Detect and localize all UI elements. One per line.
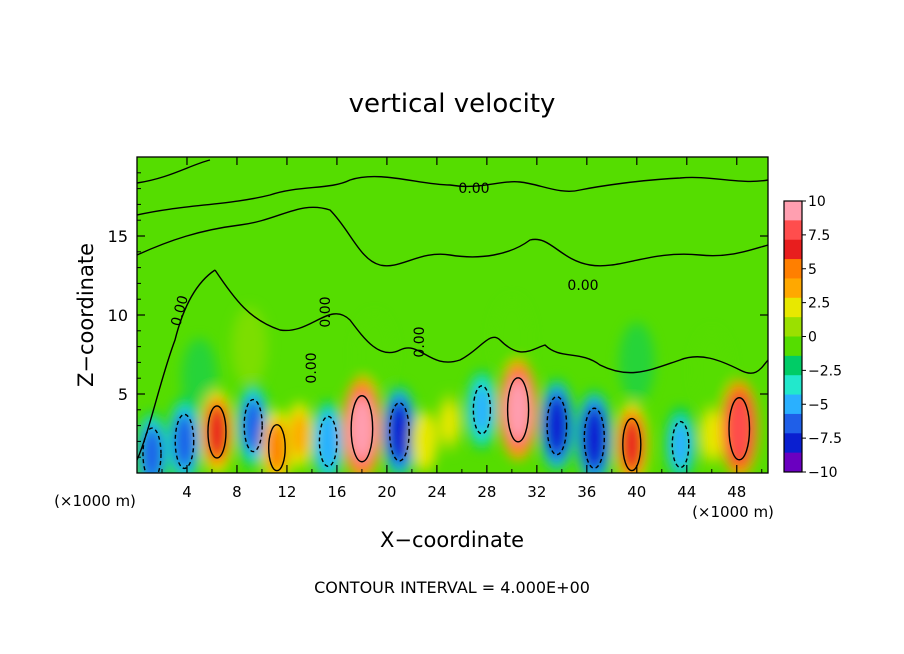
colorbar-swatch [784, 355, 802, 376]
colorbar-swatch [784, 452, 802, 473]
colorbar-swatch [784, 336, 802, 357]
x-tick-label: 4 [182, 483, 192, 501]
heatmap-cell [665, 406, 696, 473]
colorbar-tick-label: 10 [808, 194, 826, 210]
y-tick-label: 15 [108, 227, 128, 246]
background-cell [693, 330, 730, 411]
background-cell [356, 314, 393, 395]
x-tick-label: 8 [232, 483, 242, 501]
colorbar-swatch [784, 433, 802, 454]
x-tick-label: 44 [677, 483, 696, 501]
heatmap-cell [720, 379, 759, 473]
contour-line [622, 417, 642, 472]
heatmap-cell [200, 389, 234, 473]
colorbar-swatch [784, 317, 802, 337]
colorbar-tick-label: 0 [808, 330, 817, 346]
contour-line [671, 420, 690, 469]
contour-label: 0.00 [567, 278, 598, 294]
x-tick-label: 40 [627, 483, 646, 501]
colorbar-swatch [784, 239, 802, 260]
colorbar-swatch [784, 259, 802, 279]
colorbar-swatch [784, 220, 802, 241]
contour-label: 0.00 [458, 181, 489, 197]
colorbar-tick-label: −10 [808, 465, 838, 481]
plot-area: 0.00 0.00 0.00 0.00 0.00 0.00 [137, 157, 768, 473]
x-tick-label: 20 [377, 483, 396, 501]
contour-line [318, 415, 338, 468]
heatmap-cell [311, 400, 345, 473]
x-axis-label: X−coordinate [380, 528, 524, 552]
x-tick-label: 12 [277, 483, 296, 501]
x-unit-right: (×1000 m) [692, 503, 774, 521]
heatmap-cell [137, 411, 169, 473]
y-tick-label: 5 [118, 385, 128, 404]
contour-line [583, 407, 606, 469]
heatmap-cell [466, 370, 498, 450]
heatmap-cell [167, 397, 202, 473]
colorbar-tick-label: −2.5 [808, 363, 842, 379]
background-cell [493, 298, 530, 379]
colorbar-tick-label: −7.5 [808, 431, 842, 447]
zero-contour [137, 159, 768, 461]
contour-interval-note: CONTOUR INTERVAL = 4.000E+00 [314, 578, 590, 597]
y-axis: 5 10 15 [108, 172, 768, 458]
contour-line [472, 385, 492, 435]
x-tick-label: 16 [327, 483, 346, 501]
contour-label: 0.00 [412, 326, 428, 357]
heatmap-cell [615, 402, 649, 473]
contour-line [728, 397, 751, 461]
contour-line [506, 377, 530, 443]
x-tick-label: 48 [727, 483, 746, 501]
y-tick-label: 10 [108, 306, 128, 325]
contour-line [388, 402, 410, 462]
colorbar-swatch [784, 201, 802, 221]
x-axis: 4 8 12 16 20 24 28 32 36 40 44 48 [161, 157, 763, 501]
x-tick-label: 32 [527, 483, 546, 501]
background-cell [231, 306, 268, 387]
colorbar-swatch [784, 278, 802, 299]
contour-line [546, 395, 568, 456]
heatmap-cell [236, 383, 270, 468]
contour-label: 0.00 [318, 296, 334, 327]
contour-layer [137, 159, 768, 473]
heatmap-cell [436, 393, 463, 452]
colorbar-tick-label: 2.5 [808, 296, 830, 312]
contour-line [267, 424, 286, 472]
contour-line [207, 405, 227, 459]
heatmap-cell [698, 404, 725, 466]
contour-label: 0.00 [168, 294, 192, 328]
contour-line [350, 395, 374, 463]
contour-line [174, 413, 195, 470]
colorbar-swatch [784, 375, 802, 396]
x-unit-left: (×1000 m) [54, 492, 136, 510]
x-tick-label: 36 [577, 483, 596, 501]
contour-label: 0.00 [304, 352, 320, 383]
background-cell [618, 322, 655, 403]
colorbar-tick-label: −5 [808, 397, 829, 413]
heatmap-cell [498, 359, 538, 461]
contour-line [243, 398, 263, 453]
chart-title: vertical velocity [349, 89, 556, 119]
x-tick-label: 24 [427, 483, 446, 501]
colorbar: 10 7.5 5 2.5 0 −2.5 −5 −7.5 −10 [783, 194, 842, 481]
heatmap-cell [538, 379, 575, 473]
colorbar-tick-label: 7.5 [808, 228, 830, 244]
heatmap-cell [342, 376, 382, 473]
x-tick-label: 28 [477, 483, 496, 501]
heatmap-cell [284, 400, 314, 471]
contour-line [142, 427, 162, 473]
y-axis-label: Z−coordinate [74, 243, 98, 387]
heatmap-cell [410, 409, 439, 473]
colorbar-swatch [784, 297, 802, 318]
colorbar-swatch [784, 413, 802, 434]
heatmap-cell [575, 390, 613, 473]
colorbar-swatch [784, 394, 802, 415]
colorbar-tick-label: 5 [808, 262, 817, 278]
